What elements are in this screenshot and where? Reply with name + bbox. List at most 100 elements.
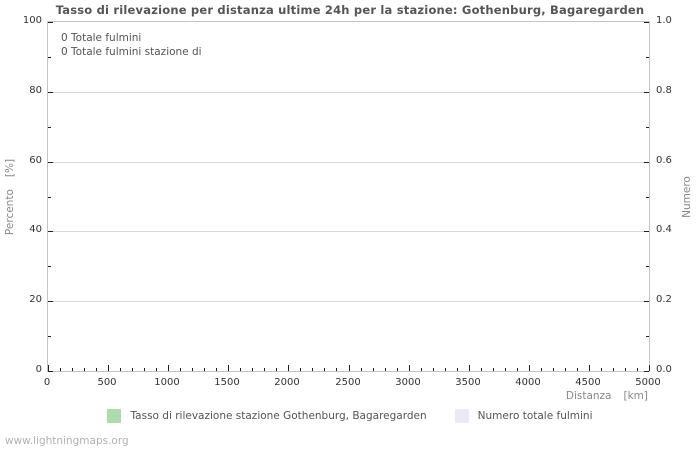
y-left-tick-label-60: 60 [29,155,42,166]
x-minor-tick-1700 [252,368,253,371]
x-minor-tick-200 [72,368,73,371]
y-right-minor-tick-70 [646,127,649,128]
x-minor-tick-2800 [385,368,386,371]
x-minor-tick-4800 [625,368,626,371]
gridline-y-80 [48,92,649,93]
y-right-tick-label-0.2: 0.2 [656,294,672,305]
y-left-tick-label-100: 100 [22,15,42,26]
plot-area: 0 Totale fulmini 0 Totale fulmini stazio… [47,21,650,372]
x-major-tick-1000 [168,365,169,371]
x-minor-tick-3200 [433,368,434,371]
x-minor-tick-4900 [637,368,638,371]
y-right-tick-label-0.0: 0.0 [656,364,672,375]
x-tick-label-4000: 4000 [515,377,541,388]
x-axis-label: Distanza [km] [566,390,648,402]
x-minor-tick-900 [156,368,157,371]
y-left-minor-tick-10 [48,336,51,337]
annotation-total-lightning: 0 Totale fulmini [61,32,142,44]
y-right-tick-label-0.8: 0.8 [656,85,672,96]
x-major-tick-2000 [288,365,289,371]
y-right-major-tick-60 [644,162,649,163]
x-minor-tick-3300 [445,368,446,371]
x-minor-tick-100 [60,368,61,371]
x-minor-tick-3100 [421,368,422,371]
x-minor-tick-2600 [361,368,362,371]
gridline-y-20 [48,301,649,302]
x-minor-tick-4400 [577,368,578,371]
gridline-y-60 [48,162,649,163]
y-right-minor-tick-50 [646,197,649,198]
x-major-tick-4500 [589,365,590,371]
x-major-tick-1500 [228,365,229,371]
y-left-minor-tick-30 [48,266,51,267]
x-minor-tick-1900 [276,368,277,371]
x-minor-tick-1300 [204,368,205,371]
y-left-minor-tick-70 [48,127,51,128]
x-minor-tick-400 [96,368,97,371]
x-minor-tick-300 [84,368,85,371]
x-minor-tick-2400 [336,368,337,371]
x-minor-tick-3900 [517,368,518,371]
x-minor-tick-1400 [216,368,217,371]
y-right-minor-tick-10 [646,336,649,337]
x-minor-tick-2100 [300,368,301,371]
x-tick-label-5000: 5000 [635,377,661,388]
x-tick-label-4500: 4500 [575,377,601,388]
legend-label-total-lightning: Numero totale fulmini [477,410,593,422]
x-minor-tick-4200 [553,368,554,371]
x-major-tick-500 [108,365,109,371]
legend-swatch-detection-rate [107,409,122,423]
y-right-major-tick-80 [644,92,649,93]
x-minor-tick-1100 [180,368,181,371]
x-minor-tick-3700 [493,368,494,371]
x-minor-tick-3400 [457,368,458,371]
x-tick-label-2000: 2000 [274,377,300,388]
x-minor-tick-2200 [312,368,313,371]
x-minor-tick-1800 [264,368,265,371]
y-right-major-tick-100 [644,22,649,23]
x-minor-tick-600 [120,368,121,371]
y-right-major-tick-20 [644,301,649,302]
annotation-totals: 0 Totale fulmini 0 Totale fulmini stazio… [61,31,202,59]
x-minor-tick-2700 [373,368,374,371]
y-left-major-tick-20 [48,301,53,302]
y-right-major-tick-0 [644,371,649,372]
y-right-major-tick-40 [644,231,649,232]
x-minor-tick-3600 [481,368,482,371]
x-minor-tick-1200 [192,368,193,371]
x-minor-tick-2300 [324,368,325,371]
y-left-major-tick-100 [48,22,53,23]
y-left-tick-label-20: 20 [29,294,42,305]
legend-label-detection-rate: Tasso di rilevazione stazione Gothenburg… [130,410,427,422]
x-tick-label-3500: 3500 [455,377,481,388]
x-minor-tick-2900 [397,368,398,371]
x-minor-tick-4300 [565,368,566,371]
x-minor-tick-4100 [541,368,542,371]
x-major-tick-4000 [529,365,530,371]
legend-swatch-total-lightning [454,409,469,423]
y-left-tick-label-80: 80 [29,85,42,96]
y-left-minor-tick-50 [48,197,51,198]
y-right-minor-tick-90 [646,57,649,58]
legend: Tasso di rilevazione stazione Gothenburg… [0,409,700,423]
gridline-y-40 [48,231,649,232]
x-minor-tick-700 [132,368,133,371]
y-left-major-tick-0 [48,371,53,372]
x-tick-label-1500: 1500 [214,377,240,388]
chart-title: Tasso di rilevazione per distanza ultime… [55,3,645,17]
x-major-tick-0 [48,365,49,371]
x-minor-tick-3800 [505,368,506,371]
y-right-tick-label-1.0: 1.0 [656,15,672,26]
x-minor-tick-4700 [613,368,614,371]
x-tick-label-0: 0 [43,377,51,388]
y-left-tick-label-0: 0 [35,364,42,375]
watermark-url: www.lightningmaps.org [5,435,129,447]
y-right-tick-label-0.6: 0.6 [656,155,672,166]
annotation-total-lightning-station: 0 Totale fulmini stazione di [61,46,202,58]
x-minor-tick-800 [144,368,145,371]
x-axis-label-unit: [km] [623,390,648,402]
y-left-major-tick-40 [48,231,53,232]
x-major-tick-2500 [349,365,350,371]
y-right-minor-tick-30 [646,266,649,267]
